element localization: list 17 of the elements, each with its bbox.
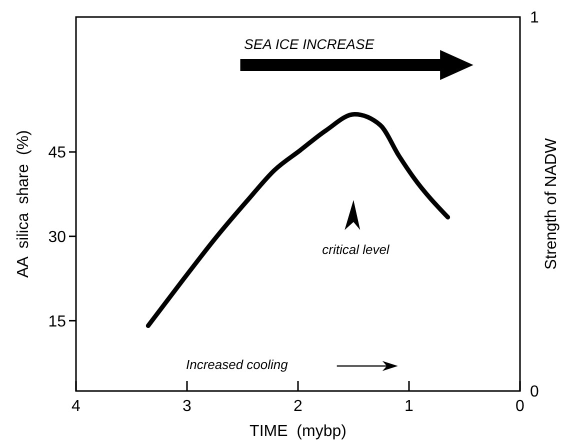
y-tick-label: 30 <box>48 228 66 246</box>
y-tick-label: 15 <box>48 313 66 330</box>
annotation: Increased cooling <box>186 357 289 372</box>
annotation: critical level <box>322 242 390 257</box>
x-axis-title: TIME (mybp) <box>250 423 346 440</box>
y2-axis-title: Strength of NADW <box>543 137 560 270</box>
line-series <box>146 112 450 328</box>
x-tick-label: 1 <box>404 398 414 415</box>
x-tick-label: 4 <box>72 398 81 415</box>
x-tick-label: 3 <box>182 398 192 415</box>
y-tick-label: 45 <box>48 144 66 162</box>
x-tick-label: 0 <box>516 398 525 415</box>
annotation: SEA ICE INCREASE <box>244 36 375 52</box>
y-axis-title: AA silica share (%) <box>15 130 32 278</box>
x-tick-label: 2 <box>294 398 303 415</box>
y2-tick-label: 1 <box>530 10 539 27</box>
y2-tick-label: 0 <box>530 384 539 401</box>
